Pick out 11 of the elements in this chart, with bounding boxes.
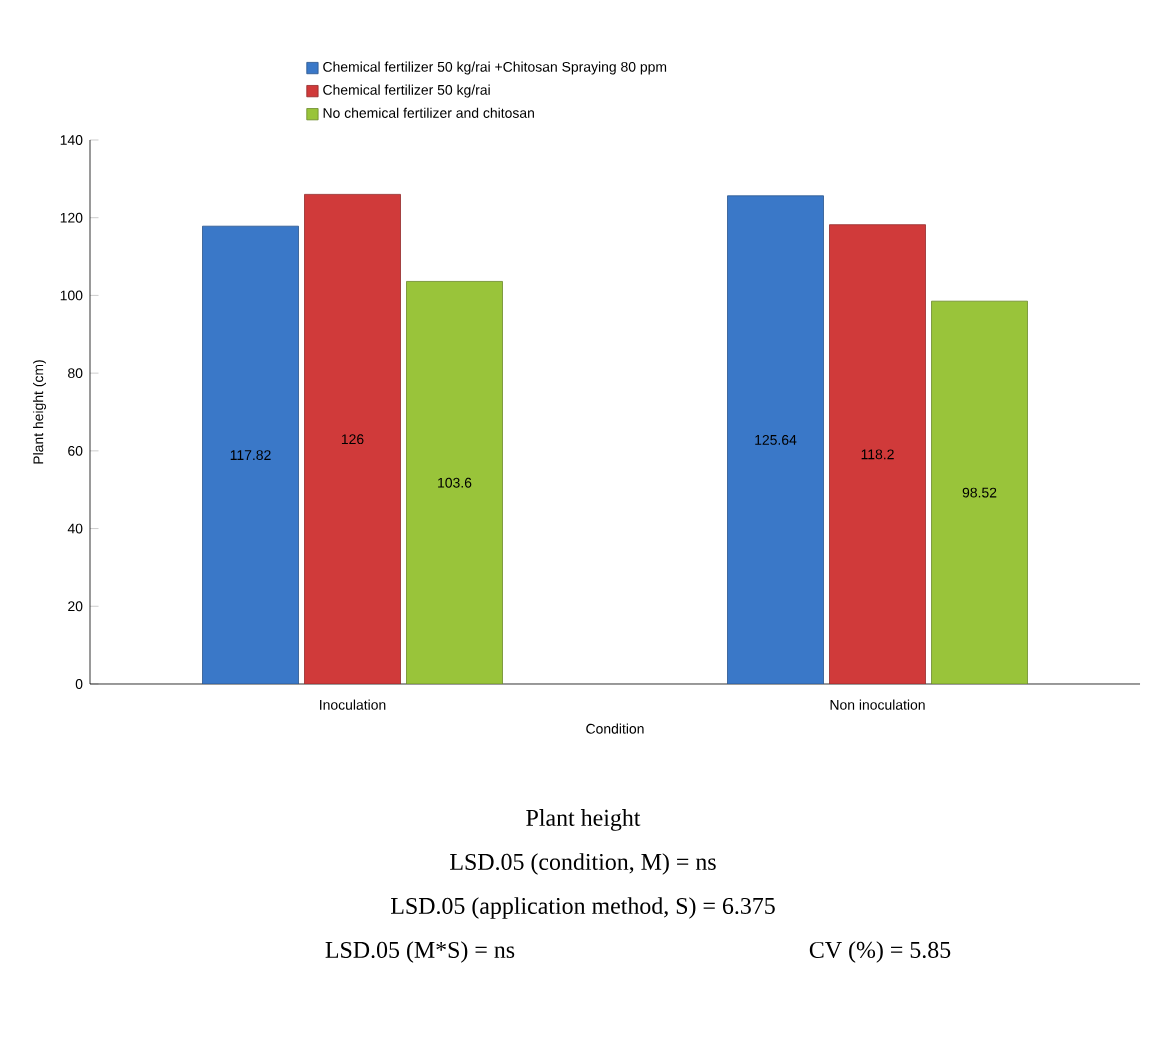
text: LSD.05 (M*S) = ns [325, 941, 515, 963]
text: LSD.05 (application method, S) = 6.375 [391, 897, 775, 919]
text: Plant height [526, 809, 641, 831]
bar [406, 281, 503, 684]
text: CV (%) = 5.85 [809, 941, 951, 963]
bar [304, 193, 401, 684]
bar [931, 300, 1028, 684]
bar [727, 195, 824, 684]
bar [829, 224, 926, 684]
bar [202, 225, 299, 684]
text: LSD.05 (condition, M) = ns [450, 853, 716, 875]
